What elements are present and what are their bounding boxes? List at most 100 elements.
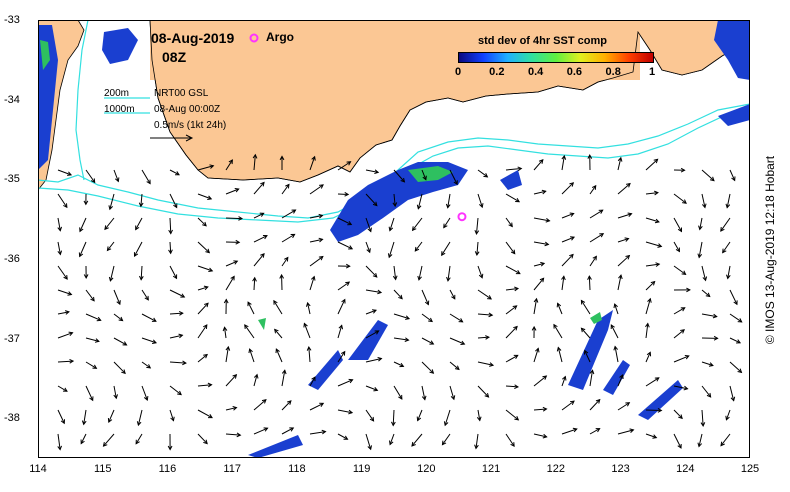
- current-vector-head: [515, 269, 521, 275]
- current-vector: [477, 409, 481, 421]
- current-vector: [505, 385, 519, 388]
- current-vector-head: [422, 175, 427, 181]
- current-vector: [309, 431, 326, 435]
- current-vector-head: [720, 441, 725, 447]
- current-vector: [169, 289, 185, 298]
- current-vector-head: [411, 441, 416, 447]
- current-vector: [337, 351, 346, 363]
- current-vector: [561, 155, 565, 171]
- colorbar-title: std dev of 4hr SST comp: [478, 35, 607, 47]
- current-vector-head: [252, 276, 257, 282]
- current-vector-head: [733, 300, 738, 306]
- current-vector-head: [705, 292, 711, 298]
- current-vector: [85, 313, 101, 321]
- current-vector: [443, 217, 451, 228]
- map-hour: 08Z: [162, 49, 187, 65]
- current-vector: [729, 361, 742, 373]
- current-vector: [533, 408, 547, 411]
- current-vector: [253, 427, 268, 435]
- current-vector-head: [595, 398, 601, 404]
- current-vector: [617, 238, 629, 243]
- current-vector: [365, 385, 378, 391]
- current-vector: [169, 193, 178, 208]
- current-vector-head: [310, 275, 316, 281]
- current-vector-head: [136, 421, 142, 427]
- current-vector-head: [479, 203, 484, 209]
- current-vector-head: [646, 351, 652, 357]
- current-vector: [365, 265, 378, 278]
- current-vector-head: [208, 267, 214, 273]
- current-vector-head: [424, 300, 430, 306]
- current-vector-head: [57, 250, 63, 256]
- current-vector-head: [709, 176, 715, 182]
- current-vector-head: [67, 171, 73, 176]
- current-vector: [57, 433, 61, 450]
- current-vector-head: [512, 305, 518, 310]
- current-vector-head: [207, 195, 213, 200]
- current-vector-head: [167, 445, 173, 451]
- current-vector-head: [441, 440, 447, 446]
- current-vector: [441, 241, 451, 256]
- current-vector-head: [484, 392, 490, 398]
- x-tick-label: 118: [288, 463, 306, 475]
- current-vector-head: [207, 382, 213, 388]
- current-vector: [169, 312, 183, 315]
- current-vector: [134, 241, 143, 257]
- current-vector: [249, 348, 255, 363]
- current-vector-head: [68, 331, 74, 337]
- current-vector: [337, 161, 351, 171]
- current-vector-head: [514, 415, 520, 421]
- current-vector-head: [377, 289, 383, 295]
- current-vector: [417, 409, 423, 421]
- current-vector-head: [737, 368, 743, 374]
- current-vector: [421, 337, 434, 345]
- current-vector: [253, 399, 267, 411]
- current-vector: [449, 361, 460, 370]
- current-vector-head: [677, 227, 683, 233]
- current-vector-head: [244, 324, 249, 329]
- current-vector-head: [392, 202, 398, 208]
- current-vector-head: [108, 205, 113, 211]
- current-vector: [224, 327, 227, 339]
- current-vector: [57, 385, 68, 392]
- current-vector-head: [626, 182, 631, 188]
- x-tick-label: 120: [417, 463, 436, 475]
- current-vector-head: [416, 416, 422, 422]
- current-vector: [421, 313, 433, 322]
- current-vector: [533, 159, 544, 171]
- current-vector-head: [429, 340, 435, 345]
- current-vector: [645, 352, 651, 363]
- current-vector-head: [175, 171, 180, 176]
- current-vector-head: [510, 442, 515, 448]
- current-vector-head: [700, 422, 706, 427]
- current-vector: [365, 289, 382, 293]
- current-vector: [701, 289, 711, 297]
- current-vector: [337, 281, 350, 291]
- current-vector: [309, 276, 315, 291]
- current-vector: [449, 385, 455, 400]
- current-vector-head: [225, 345, 231, 351]
- current-vector: [113, 337, 127, 346]
- colorbar-tick-label: 0.4: [527, 66, 544, 78]
- current-vector-head: [613, 345, 619, 351]
- current-vector: [673, 193, 687, 204]
- current-vector: [197, 265, 213, 272]
- current-vector: [729, 385, 735, 401]
- current-vector-head: [275, 348, 280, 354]
- current-vector-head: [92, 364, 98, 369]
- current-vector-head: [443, 421, 449, 427]
- y-tick-label: -37: [4, 332, 20, 345]
- current-vector-head: [367, 445, 372, 451]
- current-vector: [617, 157, 622, 171]
- current-vector-head: [654, 218, 660, 224]
- current-vector: [113, 289, 121, 305]
- map-canvas: [38, 20, 750, 458]
- current-vector: [57, 311, 70, 315]
- current-vector: [281, 257, 289, 267]
- current-vector-head: [83, 274, 89, 279]
- current-vector-head: [478, 273, 484, 279]
- y-tick-label: -35: [4, 173, 20, 186]
- current-vector: [673, 265, 686, 275]
- current-vector-head: [682, 199, 687, 204]
- current-vector-head: [345, 263, 351, 269]
